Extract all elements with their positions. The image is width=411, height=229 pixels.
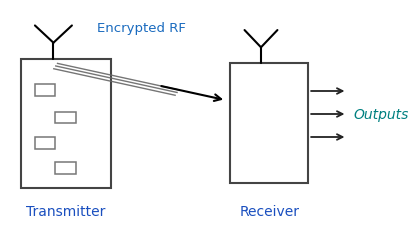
- Text: Receiver: Receiver: [239, 204, 299, 218]
- Bar: [21, 60, 111, 188]
- Bar: [55, 163, 76, 174]
- Bar: [35, 85, 55, 96]
- Bar: [35, 137, 55, 149]
- Bar: [230, 64, 308, 183]
- Bar: [55, 112, 76, 124]
- Text: Transmitter: Transmitter: [26, 204, 106, 218]
- Text: Encrypted RF: Encrypted RF: [97, 22, 186, 35]
- Text: Outputs: Outputs: [353, 108, 409, 121]
